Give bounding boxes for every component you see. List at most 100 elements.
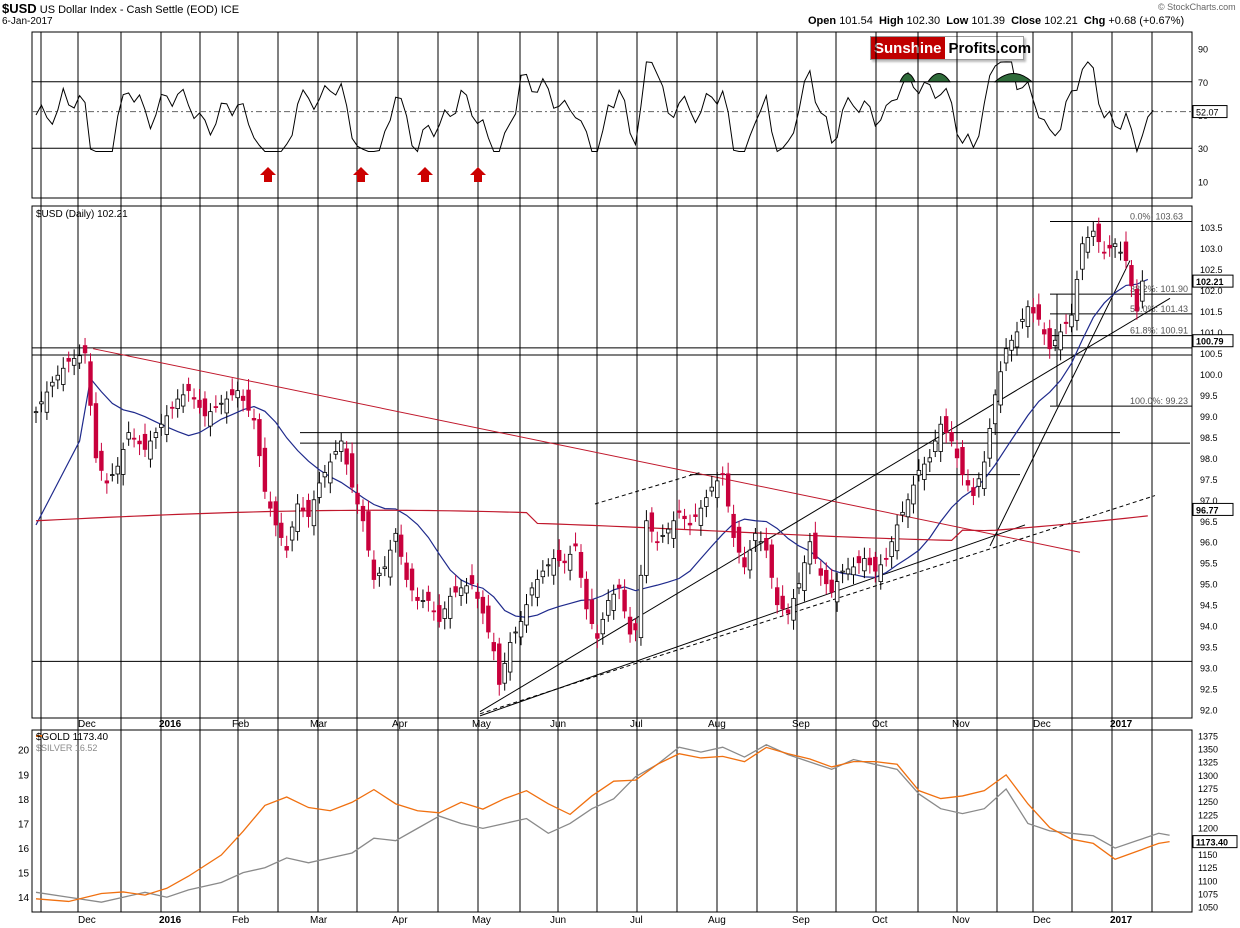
candle-body	[328, 461, 333, 484]
price-tick-label: 101.5	[1200, 307, 1223, 317]
candle-body	[360, 505, 366, 522]
candle-body	[289, 526, 295, 541]
candle-body	[115, 465, 120, 475]
uptrend-channel-bottom	[479, 524, 1026, 717]
price-tick-label: 99.0	[1200, 412, 1218, 422]
candle-body	[676, 510, 682, 513]
candle-body	[409, 568, 415, 591]
silver-tick-label: 19	[18, 770, 30, 781]
candle-body	[486, 605, 491, 633]
candle-body	[251, 418, 257, 421]
candle-body	[878, 564, 883, 582]
candle-body	[1063, 321, 1069, 324]
silver-tick-label: 18	[18, 795, 30, 806]
candle-body	[137, 440, 142, 445]
gold-tick-label: 1350	[1198, 744, 1218, 754]
candle-body	[993, 394, 998, 425]
candle-body	[1069, 314, 1074, 328]
price-tick-label: 92.5	[1200, 685, 1218, 695]
candle-body	[50, 381, 55, 387]
candle-body	[1020, 318, 1025, 322]
candle-body	[464, 585, 469, 594]
candle-body	[529, 587, 535, 596]
candle-body	[491, 642, 496, 652]
candle-body	[131, 437, 137, 440]
x-tick-label: Nov	[952, 915, 970, 926]
price-tick-label: 98.5	[1200, 433, 1218, 443]
gold-tick-label: 1150	[1198, 850, 1217, 860]
x-tick-label: Mar	[310, 915, 328, 926]
gold-tick-label: 1325	[1198, 758, 1218, 768]
candle-body	[333, 451, 338, 455]
candle-body	[540, 570, 546, 578]
chart-title: $USD US Dollar Index - Cash Settle (EOD)…	[2, 1, 239, 16]
candle-body	[66, 357, 71, 362]
price-tick-label: 98.0	[1200, 454, 1218, 464]
ohlc-readout: Open 101.54 High 102.30 Low 101.39 Close…	[808, 15, 1185, 27]
silver-legend-label: $SILVER 16.52	[36, 743, 97, 753]
candle-body	[725, 473, 731, 507]
candle-body	[698, 507, 704, 526]
candle-body	[567, 553, 573, 571]
candle-body	[971, 487, 976, 496]
candle-body	[453, 586, 458, 593]
candle-body	[431, 610, 437, 613]
candle-body	[807, 541, 813, 565]
candle-body	[851, 566, 856, 576]
candle-body	[1129, 265, 1134, 287]
candle-body	[1003, 348, 1009, 364]
gold-value-label: 1173.40	[1196, 838, 1228, 848]
candle-body	[317, 482, 322, 498]
candle-body	[606, 600, 611, 616]
candle-body	[982, 461, 987, 490]
candle-body	[273, 501, 278, 526]
candle-body	[208, 411, 213, 427]
silver-tick-label: 17	[18, 819, 30, 830]
x-tick-label: May	[472, 915, 491, 926]
gold-tick-label: 1250	[1198, 797, 1218, 807]
candle-body	[1140, 280, 1145, 302]
candle-body	[475, 591, 480, 599]
price-tick-label: 97.0	[1200, 496, 1218, 506]
candle-body	[1052, 339, 1058, 347]
candle-body	[382, 566, 387, 570]
x-tick-label: Jun	[550, 719, 566, 730]
candle-body	[578, 551, 584, 578]
candle-body	[398, 534, 404, 557]
watermark: © StockCharts.com	[1158, 2, 1236, 12]
candle-body	[458, 587, 464, 596]
candle-body	[589, 599, 595, 624]
candle-body	[627, 616, 633, 635]
candle-body	[518, 621, 524, 638]
candle-body	[284, 546, 289, 551]
candle-body	[393, 532, 398, 542]
candle-body	[862, 558, 867, 572]
x-tick-label: Sep	[792, 719, 810, 730]
candle-body	[1091, 230, 1096, 237]
candle-body	[796, 583, 802, 589]
candle-body	[55, 374, 60, 381]
x-tick-label: Feb	[232, 719, 250, 730]
candle-body	[927, 457, 932, 463]
candle-body	[1134, 288, 1140, 312]
candle-body	[33, 411, 39, 414]
candle-body	[306, 499, 311, 517]
x-tick-label: 2017	[1110, 915, 1133, 926]
candle-body	[949, 432, 954, 442]
candle-body	[900, 511, 905, 516]
candle-body	[224, 398, 229, 414]
candle-body	[813, 532, 818, 559]
candle-body	[219, 402, 224, 405]
symbol-name: US Dollar Index - Cash Settle (EOD)	[39, 4, 218, 16]
price-tag-label: 96.77	[1196, 505, 1219, 515]
candle-body	[1047, 328, 1052, 350]
candle-body	[1036, 304, 1041, 320]
price-tick-label: 102.5	[1200, 265, 1223, 275]
x-tick-label: Jul	[630, 915, 643, 926]
candle-body	[104, 480, 110, 484]
price-tick-label: 103.5	[1200, 223, 1223, 233]
x-tick-label: Apr	[392, 915, 408, 926]
candle-body	[824, 569, 829, 585]
candle-body	[840, 570, 845, 573]
candle-body	[600, 618, 605, 635]
